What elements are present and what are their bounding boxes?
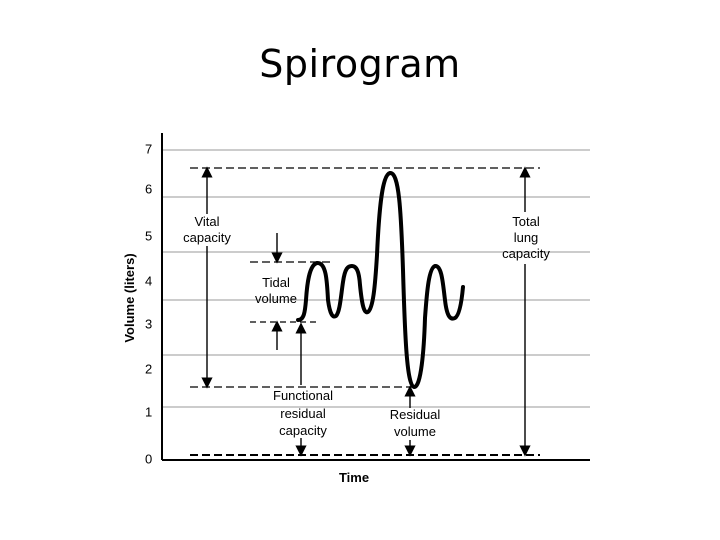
residual-volume-label: Residual bbox=[390, 407, 441, 422]
slide-title: Spirogram bbox=[259, 42, 461, 86]
y-tick-label: 2 bbox=[145, 361, 152, 376]
y-tick-label: 6 bbox=[145, 181, 152, 196]
arrows bbox=[201, 166, 531, 457]
annotation-vital-capacity: Vital capacity bbox=[183, 214, 231, 245]
vital-capacity-label: Vital bbox=[194, 214, 219, 229]
tidal-volume-label: Tidal bbox=[262, 275, 290, 290]
y-tick-label: 5 bbox=[145, 228, 152, 243]
y-tick-labels: 7 6 5 4 3 2 1 0 bbox=[145, 141, 152, 466]
frc-label: residual bbox=[280, 406, 326, 421]
frc-label: Functional bbox=[273, 388, 333, 403]
total-lung-capacity-label: Total bbox=[512, 214, 540, 229]
annotation-functional-residual-capacity: Functional residual capacity bbox=[273, 388, 333, 438]
frc-label: capacity bbox=[279, 423, 327, 438]
y-tick-label: 0 bbox=[145, 451, 152, 466]
axes bbox=[161, 133, 590, 461]
annotation-tidal-volume: Tidal volume bbox=[255, 275, 297, 306]
spirogram-trace bbox=[296, 171, 465, 389]
residual-volume-label: volume bbox=[394, 424, 436, 439]
y-tick-label: 4 bbox=[145, 273, 152, 288]
x-axis-label: Time bbox=[339, 470, 369, 485]
y-tick-label: 3 bbox=[145, 316, 152, 331]
vital-capacity-label: capacity bbox=[183, 230, 231, 245]
total-lung-capacity-label: capacity bbox=[502, 246, 550, 261]
annotation-residual-volume: Residual volume bbox=[390, 407, 441, 439]
tidal-volume-label: volume bbox=[255, 291, 297, 306]
y-axis-label: Volume (liters) bbox=[122, 253, 137, 342]
total-lung-capacity-label: lung bbox=[514, 230, 539, 245]
annotation-total-lung-capacity: Total lung capacity bbox=[502, 214, 550, 261]
y-tick-label: 7 bbox=[145, 141, 152, 156]
y-tick-label: 1 bbox=[145, 404, 152, 419]
